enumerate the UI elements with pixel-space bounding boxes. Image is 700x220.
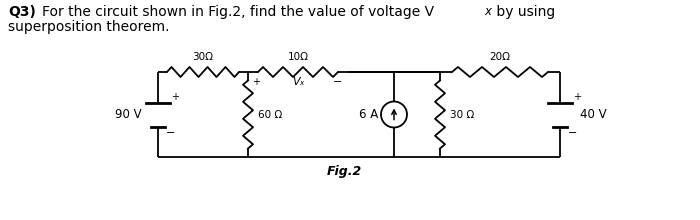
- Text: Q3): Q3): [8, 5, 36, 19]
- Text: 20Ω: 20Ω: [489, 52, 510, 62]
- Text: 30 Ω: 30 Ω: [450, 110, 475, 119]
- Text: −: −: [332, 77, 342, 87]
- Text: 40 V: 40 V: [580, 108, 607, 121]
- Text: 10Ω: 10Ω: [288, 52, 309, 62]
- Text: superposition theorem.: superposition theorem.: [8, 20, 169, 34]
- Text: x: x: [484, 5, 491, 18]
- Text: For the circuit shown in Fig.2, find the value of voltage V: For the circuit shown in Fig.2, find the…: [42, 5, 434, 19]
- Text: 90 V: 90 V: [116, 108, 142, 121]
- Text: +: +: [171, 92, 179, 101]
- Text: by using: by using: [492, 5, 555, 19]
- Text: 60 Ω: 60 Ω: [258, 110, 282, 119]
- Text: 6 A: 6 A: [358, 108, 378, 121]
- Text: +: +: [573, 92, 581, 101]
- Text: −: −: [166, 128, 176, 138]
- Text: 30Ω: 30Ω: [193, 52, 214, 62]
- Text: −: −: [568, 128, 578, 138]
- Text: Fig.2: Fig.2: [326, 165, 362, 178]
- Text: +: +: [252, 77, 260, 87]
- Text: Vₓ: Vₓ: [292, 77, 304, 87]
